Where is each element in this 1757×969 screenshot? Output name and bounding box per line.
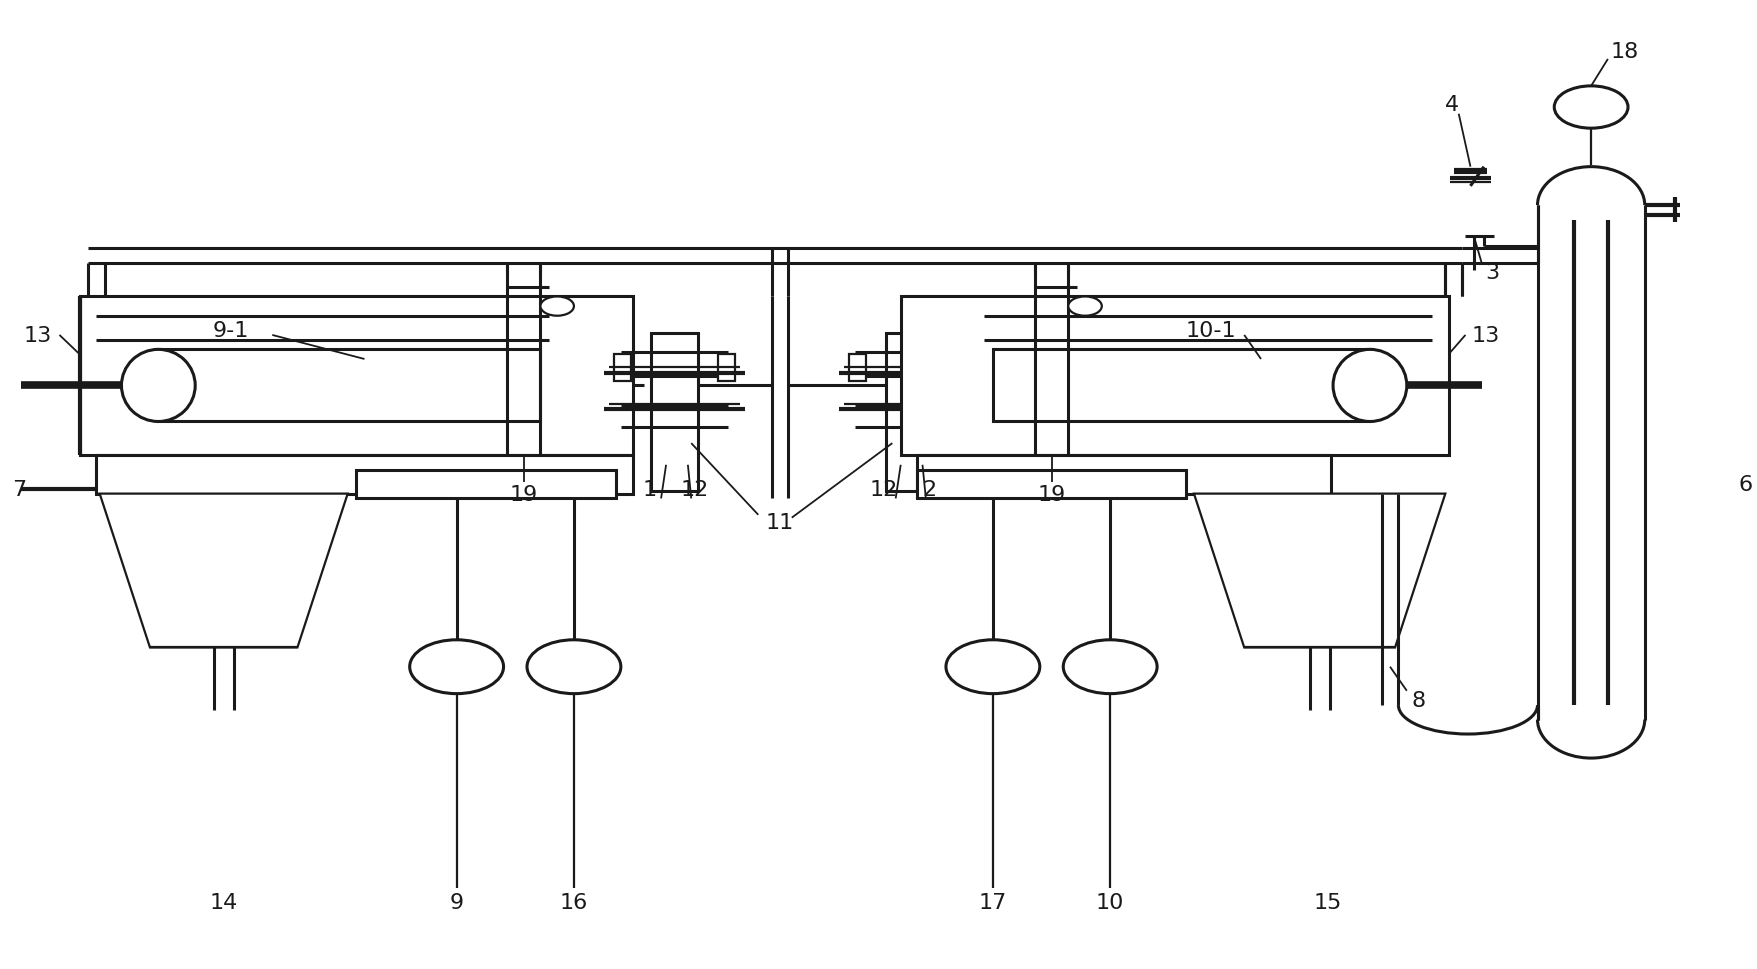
Text: 8: 8 bbox=[1411, 691, 1425, 710]
Circle shape bbox=[1068, 297, 1102, 317]
Text: 18: 18 bbox=[1609, 43, 1638, 62]
Bar bbox=[900, 297, 1448, 455]
Circle shape bbox=[945, 641, 1038, 694]
Polygon shape bbox=[1193, 494, 1444, 648]
Text: 16: 16 bbox=[559, 892, 589, 913]
Bar bbox=[886, 333, 931, 491]
Circle shape bbox=[1063, 641, 1156, 694]
Bar bbox=[717, 355, 734, 381]
Text: 10-1: 10-1 bbox=[1184, 321, 1235, 341]
Text: 5: 5 bbox=[1753, 201, 1757, 221]
Bar bbox=[849, 355, 864, 381]
Text: 6: 6 bbox=[1738, 475, 1752, 494]
Bar bbox=[650, 333, 698, 491]
Text: 13: 13 bbox=[1471, 326, 1499, 346]
Text: 12: 12 bbox=[870, 480, 898, 499]
Circle shape bbox=[527, 641, 620, 694]
Polygon shape bbox=[100, 494, 348, 648]
Circle shape bbox=[1553, 87, 1627, 129]
Circle shape bbox=[409, 641, 503, 694]
Text: 17: 17 bbox=[979, 892, 1007, 913]
Text: 4: 4 bbox=[1444, 95, 1458, 115]
Text: 12: 12 bbox=[680, 480, 708, 499]
Bar bbox=[917, 455, 1330, 494]
Text: 11: 11 bbox=[766, 513, 794, 533]
Text: 7: 7 bbox=[12, 480, 26, 499]
Circle shape bbox=[539, 297, 573, 317]
Text: 13: 13 bbox=[23, 326, 51, 346]
Bar bbox=[952, 355, 968, 381]
Text: 19: 19 bbox=[1037, 484, 1065, 504]
Text: 15: 15 bbox=[1312, 892, 1341, 913]
Text: 3: 3 bbox=[1485, 264, 1499, 283]
Bar bbox=[357, 470, 615, 499]
Text: 19: 19 bbox=[510, 484, 538, 504]
Text: 2: 2 bbox=[922, 480, 936, 499]
Bar bbox=[917, 470, 1184, 499]
Text: 9: 9 bbox=[450, 892, 464, 913]
Ellipse shape bbox=[1332, 350, 1406, 422]
Bar bbox=[158, 350, 539, 422]
Text: 9-1: 9-1 bbox=[213, 321, 248, 341]
Bar bbox=[993, 350, 1369, 422]
Ellipse shape bbox=[121, 350, 195, 422]
Text: 1: 1 bbox=[641, 480, 655, 499]
Bar bbox=[97, 455, 633, 494]
Bar bbox=[79, 297, 633, 455]
Text: 14: 14 bbox=[209, 892, 237, 913]
Bar bbox=[613, 355, 631, 381]
Text: 10: 10 bbox=[1095, 892, 1124, 913]
